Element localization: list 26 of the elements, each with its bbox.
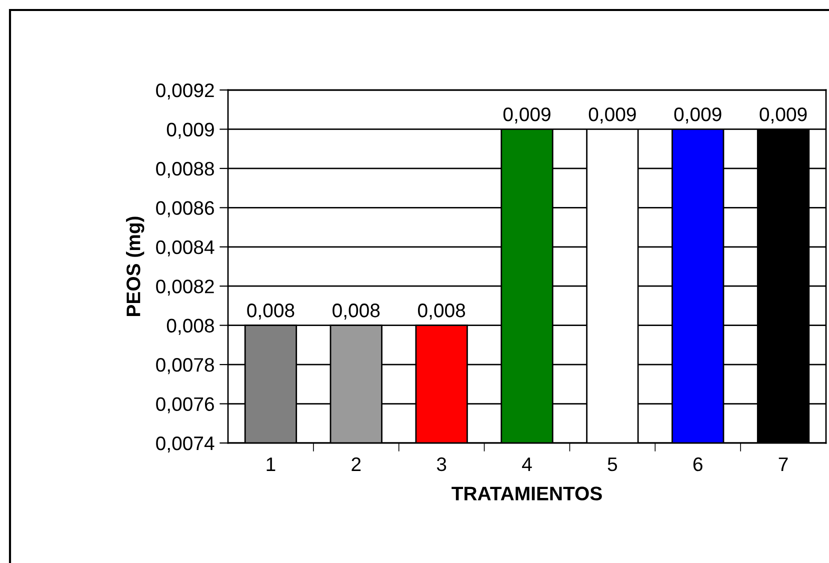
y-tick-label: 0,0086 (156, 201, 214, 218)
y-tick-label: 0,0076 (156, 397, 214, 414)
data-label: 0,008 (332, 304, 380, 320)
y-tick-label: 0,008 (166, 318, 214, 335)
y-axis-title: PEOS (mg) (126, 216, 144, 316)
x-tick-label: 4 (522, 458, 532, 471)
x-tick-label: 3 (436, 457, 446, 472)
y-tick-label: 0,0074 (156, 436, 214, 453)
data-label: 0,009 (588, 107, 636, 124)
data-label: 0,009 (674, 107, 722, 124)
y-tick-label: 0,0078 (156, 358, 214, 374)
x-tick-label: 1 (266, 458, 276, 471)
x-tick-label: 5 (608, 458, 618, 472)
data-label: 0,009 (760, 107, 807, 124)
y-tick-label: 0,0082 (156, 280, 214, 296)
x-tick-label: 2 (352, 457, 361, 471)
y-tick-label: 0,0088 (156, 162, 214, 178)
y-tick-label: 0,0092 (156, 83, 214, 100)
data-label: 0,008 (418, 304, 466, 320)
x-tick-label: 7 (778, 458, 788, 471)
x-tick-label: 6 (693, 457, 702, 472)
data-label: 0,009 (503, 107, 550, 124)
y-tick-label: 0,009 (166, 122, 214, 139)
y-tick-label: 0,0084 (156, 240, 214, 256)
x-axis-title: TRATAMIENTOS (452, 486, 602, 500)
data-label: 0,008 (247, 304, 294, 320)
